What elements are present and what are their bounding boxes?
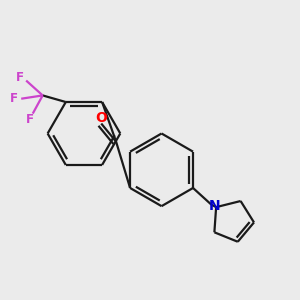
Text: F: F [16,71,24,84]
Text: F: F [10,92,18,105]
Text: O: O [95,111,107,124]
Text: N: N [209,199,220,213]
Text: F: F [26,113,34,126]
